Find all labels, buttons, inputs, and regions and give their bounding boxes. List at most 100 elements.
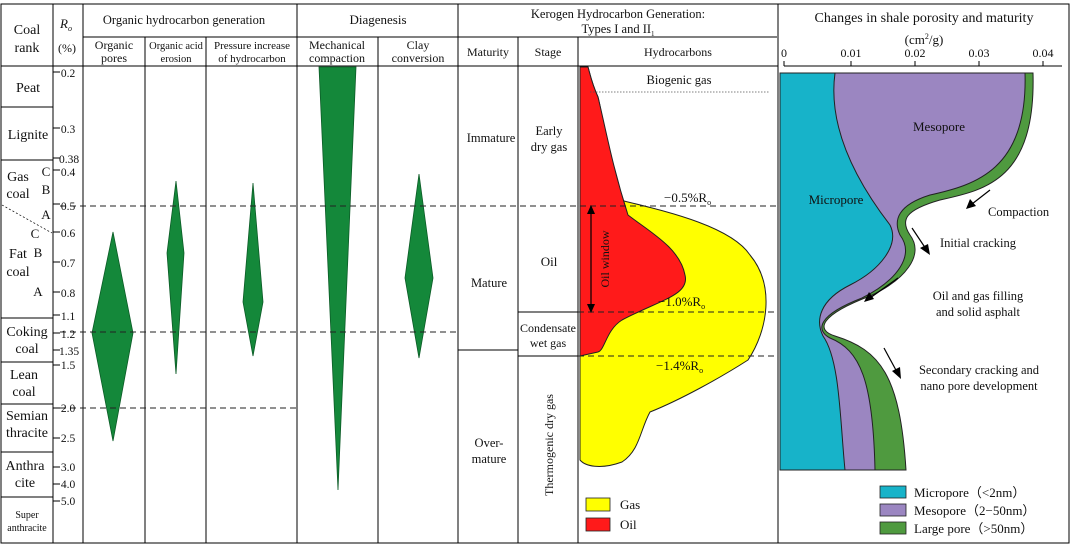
ro-tick-1.5: 1.5 [61, 360, 76, 372]
rank-lean-1: Lean [10, 368, 38, 383]
compaction-label: Compaction [988, 205, 1050, 219]
maturity-over-2: mature [472, 452, 507, 466]
ro-tick-4.0: 4.0 [61, 479, 76, 491]
initial-cracking-label: Initial cracking [940, 236, 1017, 250]
pressure-increase-diamond [242, 182, 264, 357]
rank-coking-2: coal [15, 342, 38, 357]
reference-dashed-lines [60, 205, 778, 409]
maturity-header: Maturity [467, 45, 509, 59]
micropore-area [779, 72, 894, 471]
r05-label: −0.5%Ro [664, 190, 711, 207]
micropore-legend-label: Micropore（<2nm） [914, 485, 1025, 500]
ro-tick-0.5: 0.5 [61, 201, 76, 213]
r10-label: −1.0%Ro [658, 294, 705, 311]
pressure-header-1: Pressure increase [214, 40, 290, 52]
rank-fat-2: coal [6, 265, 29, 280]
porosity-header: Changes in shale porosity and maturity [815, 11, 1034, 26]
pressure-header-2: of hydrocarbon [218, 53, 286, 65]
maturity-immature: Immature [467, 131, 516, 145]
clay-conversion-diamond [404, 173, 434, 359]
subrank-gas-c: C [42, 164, 51, 179]
acid-erosion-header-2: erosion [161, 54, 193, 65]
biogenic-gas-label: Biogenic gas [647, 73, 712, 87]
porosity-tick-0.03: 0.03 [969, 46, 990, 60]
filling-label-2: and solid asphalt [936, 305, 1021, 319]
stage-condensate-1: Condensate [520, 321, 576, 335]
coal-rank-header-1: Coal [14, 23, 41, 38]
gas-swatch [585, 497, 611, 512]
micropore-area-label: Micropore [809, 192, 864, 207]
rank-coking-1: Coking [6, 325, 47, 340]
rank-gas-2: coal [6, 187, 29, 202]
kerogen-header-2: Types I and II1 [581, 22, 655, 38]
ro-tick-labels: 0.2 0.3 0.38 0.4 0.5 0.6 0.7 0.8 1.1 1.2… [59, 68, 79, 508]
ro-tick-0.8: 0.8 [61, 288, 76, 300]
porosity-tick-0: 0 [781, 46, 787, 60]
kerogen-header-1: Kerogen Hydrocarbon Generation: [531, 7, 705, 21]
subrank-gas-b: B [42, 182, 51, 197]
maturity-over-1: Over- [475, 436, 504, 450]
porosity-tick-0.01: 0.01 [841, 46, 862, 60]
subrank-fat-a: A [33, 284, 43, 299]
ro-tick-2.0: 2.0 [61, 403, 76, 415]
stage-early-1: Early [535, 124, 563, 138]
r14-label: −1.4%Ro [656, 358, 703, 375]
organic-pores-header-2: pores [101, 51, 127, 65]
mesopore-legend-label: Mesopore（2−50nm） [914, 503, 1035, 518]
largepore-swatch [879, 521, 907, 535]
gas-legend-label: Gas [620, 497, 640, 512]
ro-tick-2.5: 2.5 [61, 433, 76, 445]
table-grid [0, 3, 1070, 544]
largepore-legend-label: Large pore（>50nm） [914, 521, 1033, 536]
rank-super-1: Super [15, 510, 39, 521]
compaction-header-1: Mechanical [309, 38, 366, 52]
ro-tick-1.1: 1.1 [61, 311, 76, 323]
organic-group-header: Organic hydrocarbon generation [103, 13, 266, 27]
ro-tick-3.0: 3.0 [61, 462, 76, 474]
rank-peat: Peat [16, 81, 40, 96]
stage-header: Stage [535, 45, 562, 59]
rank-anthra-2: cite [15, 476, 35, 491]
clay-header-1: Clay [407, 38, 430, 52]
ro-tick-0.4: 0.4 [61, 167, 76, 179]
diagenesis-header: Diagenesis [349, 12, 406, 27]
rank-lean-2: coal [12, 385, 35, 400]
clay-header-2: conversion [392, 51, 445, 65]
rank-semian-2: thracite [6, 426, 48, 441]
stage-oil: Oil [541, 254, 558, 269]
organic-pores-header-1: Organic [95, 38, 133, 52]
rank-gas-1: Gas [7, 170, 29, 185]
ro-tick-0.6: 0.6 [61, 228, 76, 240]
coal-rank-header-2: rank [15, 41, 40, 56]
subrank-fat-b: B [34, 245, 43, 260]
porosity-axis-ticks: 0 0.01 0.02 0.03 0.04 [781, 46, 1054, 60]
stage-condensate-2: wet gas [530, 336, 567, 350]
ro-tick-0.3: 0.3 [61, 124, 76, 136]
organic-pores-diamond [91, 231, 134, 442]
rank-semian-1: Semian [6, 409, 48, 424]
oil-window-label: Oil window [598, 230, 612, 287]
hydrocarbons-header: Hydrocarbons [644, 45, 712, 59]
rank-fat-1: Fat [9, 247, 27, 262]
acid-erosion-diamond [166, 180, 185, 375]
ro-tick-0.2: 0.2 [61, 68, 76, 80]
oil-legend-label: Oil [620, 517, 637, 532]
stage-thermogenic: Thermogenic dry gas [542, 394, 556, 496]
ro-tick-1.2: 1.2 [61, 329, 76, 341]
ro-tick-0.7: 0.7 [61, 258, 76, 270]
porosity-arrows [864, 189, 991, 379]
rank-anthra-1: Anthra [6, 459, 46, 474]
porosity-tick-0.04: 0.04 [1033, 46, 1054, 60]
compaction-header-2: compaction [309, 51, 365, 65]
oil-window-arrow [587, 205, 595, 313]
stage-early-2: dry gas [531, 140, 568, 154]
ro-unit: (%) [58, 41, 76, 55]
secondary-label-1: Secondary cracking and [919, 363, 1040, 377]
porosity-tick-0.02: 0.02 [905, 46, 926, 60]
oil-swatch [585, 517, 611, 532]
rank-super-2: anthracite [7, 523, 47, 534]
ro-header: Ro [59, 16, 72, 33]
filling-label-1: Oil and gas filling [933, 289, 1024, 303]
mesopore-area-label: Mesopore [913, 119, 965, 134]
